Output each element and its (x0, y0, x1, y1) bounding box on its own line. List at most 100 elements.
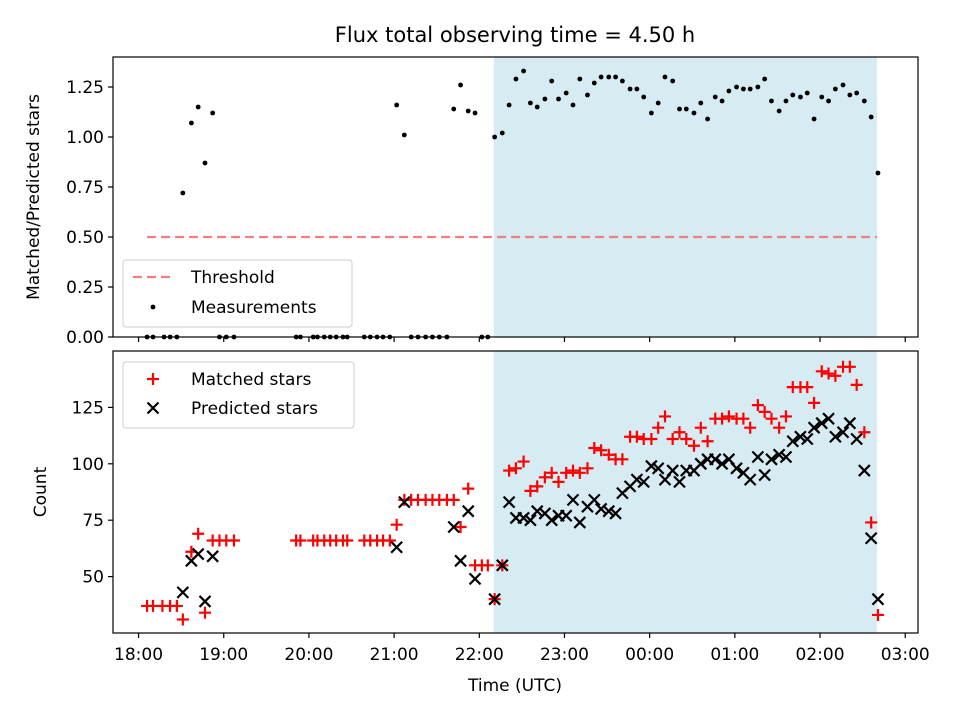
ratio-y-tick-label: 1.25 (66, 78, 104, 98)
predicted-star-point (594, 502, 608, 516)
measurement-point (521, 68, 526, 74)
predicted-star-point (461, 504, 475, 518)
x-axis-label: Time (UTC) (467, 676, 562, 696)
measurement-point (394, 102, 400, 108)
predicted-star-point (609, 507, 622, 520)
matched-star-point (170, 599, 183, 612)
matched-star-point (503, 464, 516, 477)
predicted-star-point (743, 473, 757, 486)
matched-star-point (666, 432, 679, 445)
x-tick-label: 02:00 (796, 645, 845, 665)
measurement-point (648, 110, 654, 116)
predicted-star-point (530, 504, 544, 518)
matched-star-point (645, 432, 658, 445)
measurement-point (755, 84, 761, 90)
predicted-star-point (524, 513, 537, 527)
ratio-panel: 0.00 0.25 0.50 0.75 1.00 1.25 Matched/Predict… (24, 56, 919, 348)
predicted-star-point (496, 559, 509, 572)
measurement-point (570, 102, 576, 108)
x-tick-label: 18:00 (114, 645, 163, 665)
ratio-panel-frame (112, 56, 919, 338)
measurement-point (210, 110, 216, 116)
predicted-star-point (398, 495, 411, 509)
predicted-star-point (651, 462, 665, 475)
matched-star-point (687, 439, 700, 452)
predicted-star-point (488, 592, 501, 606)
measurement-point (698, 100, 704, 106)
predicted-star-point (858, 464, 871, 477)
x-tick-label: 03:00 (881, 645, 930, 665)
matched-star-point (822, 367, 835, 380)
matched-star-point (744, 421, 757, 434)
measurement-point (499, 130, 505, 136)
predicted-star-point (794, 430, 807, 444)
measurement-point (840, 82, 846, 88)
measurement-point (563, 90, 569, 96)
x-tick-label: 19:00 (199, 645, 248, 665)
predicted-star-point (573, 516, 587, 529)
measurement-point (465, 108, 471, 114)
predicted-legend-label: Predicted stars (191, 399, 318, 419)
matched-star-point (616, 453, 629, 466)
predicted-star-point (843, 416, 857, 430)
measurement-point (783, 98, 789, 104)
x-tick-label: 20:00 (284, 645, 333, 665)
chart-title: Flux total observing time = 4.50 h (335, 23, 695, 47)
measurement-point (798, 94, 803, 100)
matched-star-point (751, 399, 764, 412)
matched-star-point (680, 432, 693, 445)
measurement-point (804, 90, 810, 96)
predicted-legend-swatch (146, 401, 160, 415)
matched-star-point (509, 462, 522, 475)
measurement-point (458, 82, 463, 88)
measurement-point (591, 80, 597, 86)
measurement-point (776, 108, 782, 114)
predicted-star-point (454, 554, 467, 568)
ratio-x-ticks (137, 337, 906, 342)
measurement-points (144, 68, 881, 340)
predicted-star-point (829, 430, 842, 444)
predicted-star-point (447, 520, 461, 534)
measurement-point (202, 160, 208, 166)
matched-star-point (383, 534, 396, 547)
measurement-point (875, 170, 881, 176)
predicted-star-point (502, 495, 516, 509)
threshold-legend-label: Threshold (190, 268, 275, 288)
matched-star-point (517, 455, 530, 468)
measurement-point (691, 110, 697, 116)
predicted-star-point (730, 462, 743, 475)
ratio-legend: Threshold Measurements (122, 259, 353, 328)
ratio-y-axis: 0.00 0.25 0.50 0.75 1.00 1.25 (66, 78, 113, 348)
matched-star-point (701, 435, 714, 448)
predicted-star-point (630, 473, 644, 486)
predicted-star-point (666, 464, 679, 477)
measurement-point (655, 100, 661, 106)
ratio-y-tick-label: 0.25 (66, 278, 104, 298)
count-y-axis-label: Count (31, 466, 51, 517)
measurements-legend-swatch (150, 304, 156, 310)
measurement-point (811, 116, 817, 122)
predicted-star-point (637, 475, 650, 489)
matched-star-point (765, 412, 778, 425)
measurement-point (598, 74, 604, 80)
matched-star-point (552, 475, 565, 488)
measurement-point (472, 110, 478, 116)
predicted-star-point (191, 547, 205, 561)
matched-star-point (659, 410, 671, 423)
measurement-point (549, 78, 555, 84)
matched-star-point (737, 412, 750, 425)
matched-star-point (390, 518, 403, 531)
matched-star-point (850, 378, 863, 391)
matched-star-point (801, 381, 814, 394)
matched-star-point (531, 480, 544, 493)
predicted-star-point (545, 513, 558, 527)
predicted-star-point (566, 493, 580, 507)
predicted-star-point (836, 425, 850, 439)
matched-star-point (779, 410, 792, 423)
matched-star-point (673, 426, 686, 439)
predicted-star-point (850, 432, 863, 446)
measurement-point (506, 102, 512, 108)
observing-window-shade (493, 57, 878, 337)
measurement-point (195, 104, 201, 110)
matched-star-point (808, 396, 821, 409)
